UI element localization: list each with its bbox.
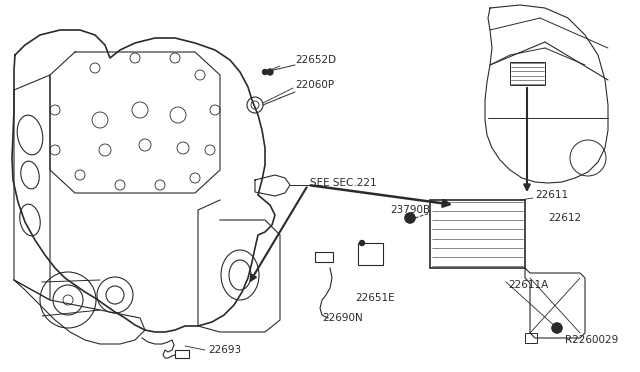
Text: 22611A: 22611A: [508, 280, 548, 290]
Bar: [358, 243, 383, 265]
Bar: [175, 350, 189, 358]
Text: 22611: 22611: [535, 190, 568, 200]
Text: 22693: 22693: [208, 345, 241, 355]
Circle shape: [262, 70, 268, 74]
Text: 22690N: 22690N: [322, 313, 363, 323]
Circle shape: [405, 213, 415, 223]
Circle shape: [552, 323, 562, 333]
Text: 22612: 22612: [548, 213, 581, 223]
Bar: [315, 252, 333, 262]
Text: 22652D: 22652D: [295, 55, 336, 65]
Text: 22651E: 22651E: [355, 293, 395, 303]
Bar: [525, 333, 537, 343]
Bar: [430, 200, 525, 268]
Text: 22060P: 22060P: [295, 80, 334, 90]
Circle shape: [267, 69, 273, 75]
Bar: [510, 62, 545, 85]
Text: 23790B: 23790B: [390, 205, 430, 215]
Text: SEE SEC.221: SEE SEC.221: [310, 178, 376, 188]
Circle shape: [360, 241, 365, 246]
Text: R2260029: R2260029: [565, 335, 618, 345]
